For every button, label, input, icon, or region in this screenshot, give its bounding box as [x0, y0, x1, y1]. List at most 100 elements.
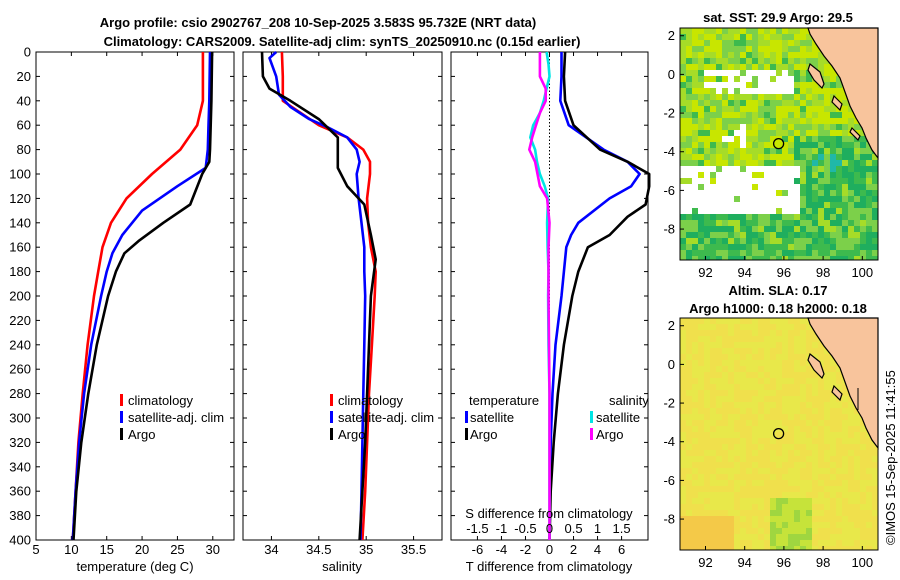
map-cell	[722, 220, 728, 226]
map-cell	[722, 474, 728, 480]
map-cell	[770, 384, 776, 390]
map-cell	[752, 136, 758, 142]
map-cell	[692, 124, 698, 130]
map-cell	[806, 444, 812, 450]
map-cell	[824, 354, 830, 360]
map-cell	[680, 76, 686, 82]
map-cell	[758, 420, 764, 426]
map-cell	[710, 190, 716, 196]
map-cell	[806, 504, 812, 510]
map-cell	[740, 408, 746, 414]
map-cell	[818, 94, 824, 100]
map-cell	[716, 118, 722, 124]
map-cell	[794, 142, 800, 148]
map-cell	[812, 238, 818, 244]
salinity-ticks: 34 34.5 35 35.5	[243, 51, 442, 557]
map-cell	[704, 366, 710, 372]
map-cell	[686, 190, 692, 196]
map-cell	[818, 190, 824, 196]
map-cell	[782, 196, 788, 202]
map-cell	[776, 402, 782, 408]
map-cell	[794, 52, 800, 58]
map-cell	[842, 130, 848, 136]
map-cell	[860, 528, 866, 534]
map-cell	[788, 456, 794, 462]
map-cell	[722, 166, 728, 172]
map-cell	[830, 232, 836, 238]
map-cell	[704, 444, 710, 450]
map-cell	[692, 190, 698, 196]
map-cell	[722, 516, 728, 522]
map-cell	[848, 208, 854, 214]
map-cell	[866, 238, 872, 244]
map-cell	[872, 172, 878, 178]
map-cell	[788, 408, 794, 414]
map-cell	[788, 124, 794, 130]
map-cell	[692, 214, 698, 220]
map-cell	[698, 456, 704, 462]
map-cell	[698, 540, 704, 546]
y-tick-label: 100	[9, 167, 31, 182]
map-cell	[770, 342, 776, 348]
map-cell	[824, 172, 830, 178]
sla-map-panel: Altim. SLA: 0.17 Argo h1000: 0.18 h2000:…	[663, 283, 879, 570]
map-cell	[704, 112, 710, 118]
map-cell	[848, 250, 854, 256]
map-cell	[752, 348, 758, 354]
map-cell	[782, 342, 788, 348]
map-cell	[716, 208, 722, 214]
map-cell	[782, 226, 788, 232]
map-cell	[752, 76, 758, 82]
map-cell	[800, 378, 806, 384]
map-cell	[722, 528, 728, 534]
map-cell	[860, 214, 866, 220]
map-cell	[848, 540, 854, 546]
map-cell	[680, 244, 686, 250]
map-cell	[782, 336, 788, 342]
map-cell	[746, 178, 752, 184]
map-cell	[794, 28, 800, 34]
map-cell	[818, 468, 824, 474]
map-cell	[740, 366, 746, 372]
map-cell	[764, 522, 770, 528]
map-cell	[764, 420, 770, 426]
map-cell	[728, 348, 734, 354]
map-cell	[800, 474, 806, 480]
map-cell	[860, 238, 866, 244]
map-cell	[788, 172, 794, 178]
map-cell	[788, 70, 794, 76]
map-cell	[758, 220, 764, 226]
map-cell	[830, 214, 836, 220]
map-cell	[680, 136, 686, 142]
map-cell	[710, 232, 716, 238]
map-cell	[800, 118, 806, 124]
map-cell	[734, 82, 740, 88]
map-cell	[830, 534, 836, 540]
sla-map-title: Altim. SLA: 0.17	[729, 283, 828, 298]
map-cell	[710, 354, 716, 360]
map-cell	[692, 166, 698, 172]
map-cell	[734, 124, 740, 130]
map-cell	[734, 64, 740, 70]
map-cell	[680, 528, 686, 534]
map-cell	[866, 486, 872, 492]
map-cell	[704, 540, 710, 546]
map-cell	[686, 94, 692, 100]
map-cell	[722, 136, 728, 142]
map-cell	[752, 492, 758, 498]
x-tick-label: 34.5	[306, 542, 331, 557]
map-cell	[800, 450, 806, 456]
map-cell	[854, 160, 860, 166]
map-cell	[686, 444, 692, 450]
map-cell	[746, 256, 752, 260]
x-tick-label: 25	[170, 542, 184, 557]
map-cell	[752, 178, 758, 184]
map-cell	[782, 486, 788, 492]
map-cell	[704, 336, 710, 342]
map-cell	[746, 480, 752, 486]
map-cell	[842, 154, 848, 160]
map-cell	[716, 220, 722, 226]
legend-argo-swatch	[330, 428, 333, 440]
map-cell	[788, 366, 794, 372]
map-cell	[872, 450, 878, 456]
